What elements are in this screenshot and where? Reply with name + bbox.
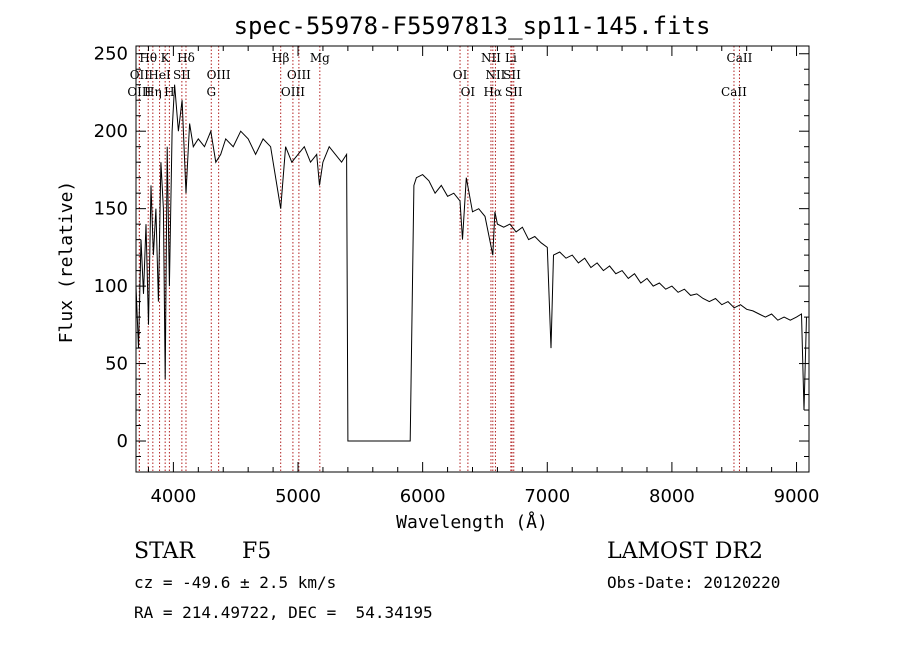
spectral-line-label: OIII: [207, 68, 231, 82]
spectral-line-label: Mg: [310, 51, 330, 65]
object-class: STAR: [134, 539, 195, 564]
spectral-line-label: Hα: [484, 85, 503, 99]
spectral-line-label: Hη: [144, 85, 162, 99]
x-tick-label: 9000: [774, 486, 820, 507]
plot-frame: [135, 45, 810, 473]
y-tick-label: 0: [117, 431, 128, 452]
spectral-line-label: OI: [461, 85, 476, 99]
y-tick-label: 50: [105, 354, 128, 375]
x-tick-label: 8000: [649, 486, 695, 507]
spectral-line-label: OII: [130, 68, 150, 82]
spectral-line-markers: [138, 46, 740, 472]
y-tick-label: 200: [94, 121, 128, 142]
spectrum-series: [135, 84, 807, 442]
survey-name: LAMOST DR2: [607, 539, 763, 564]
spectral-line-label: NII: [481, 51, 501, 65]
spectral-line-label: OIII: [287, 68, 311, 82]
spectral-line-label: CaII: [721, 85, 747, 99]
spectral-line-label: OI: [453, 68, 468, 82]
y-axis-label: Flux (relative): [56, 181, 77, 344]
coordinates: RA = 214.49722, DEC = 54.34195: [134, 603, 433, 622]
spectral-line-label: OIII: [281, 85, 305, 99]
x-tick-label: 4000: [150, 486, 196, 507]
y-tick-label: 100: [94, 276, 128, 297]
spectral-line-label: OIII: [127, 85, 151, 99]
spectral-line-label: NII: [485, 68, 505, 82]
spectral-line-label: Li: [505, 51, 517, 65]
x-tick-label: 6000: [400, 486, 446, 507]
chart-title: spec-55978-F5597813_sp11-145.fits: [234, 12, 711, 40]
spectral-line-label: CaII: [727, 51, 753, 65]
spectral-line-label: Hδ: [177, 51, 195, 65]
x-axis-label: Wavelength (Å): [396, 511, 548, 533]
spectral-line-label: Hβ: [272, 51, 289, 65]
spectral-line-label: H: [164, 85, 174, 99]
spectral-line-label: K: [161, 51, 171, 65]
redshift-cz: cz = -49.6 ± 2.5 km/s: [134, 573, 337, 592]
spectrum-line-series-0: [135, 84, 807, 442]
observation-date: Obs-Date: 20120220: [607, 573, 781, 592]
spectral-line-label: HeI: [148, 68, 171, 82]
object-subclass: F5: [242, 539, 272, 564]
x-axis-ticks: 4000 5000 6000 7000 8000 9000: [147, 46, 820, 507]
spectral-line-label: G: [206, 85, 216, 99]
spectral-line-label: SII: [173, 68, 191, 82]
y-tick-label: 250: [94, 44, 128, 65]
y-tick-label: 150: [94, 199, 128, 220]
spectral-line-label: Hθ: [139, 51, 157, 65]
x-tick-label: 5000: [275, 486, 321, 507]
spectral-line-label: SII: [503, 68, 521, 82]
spectral-line-label: SII: [505, 85, 523, 99]
y-axis-ticks: 0 50 100 150 200 250: [94, 44, 809, 458]
x-tick-label: 7000: [524, 486, 570, 507]
